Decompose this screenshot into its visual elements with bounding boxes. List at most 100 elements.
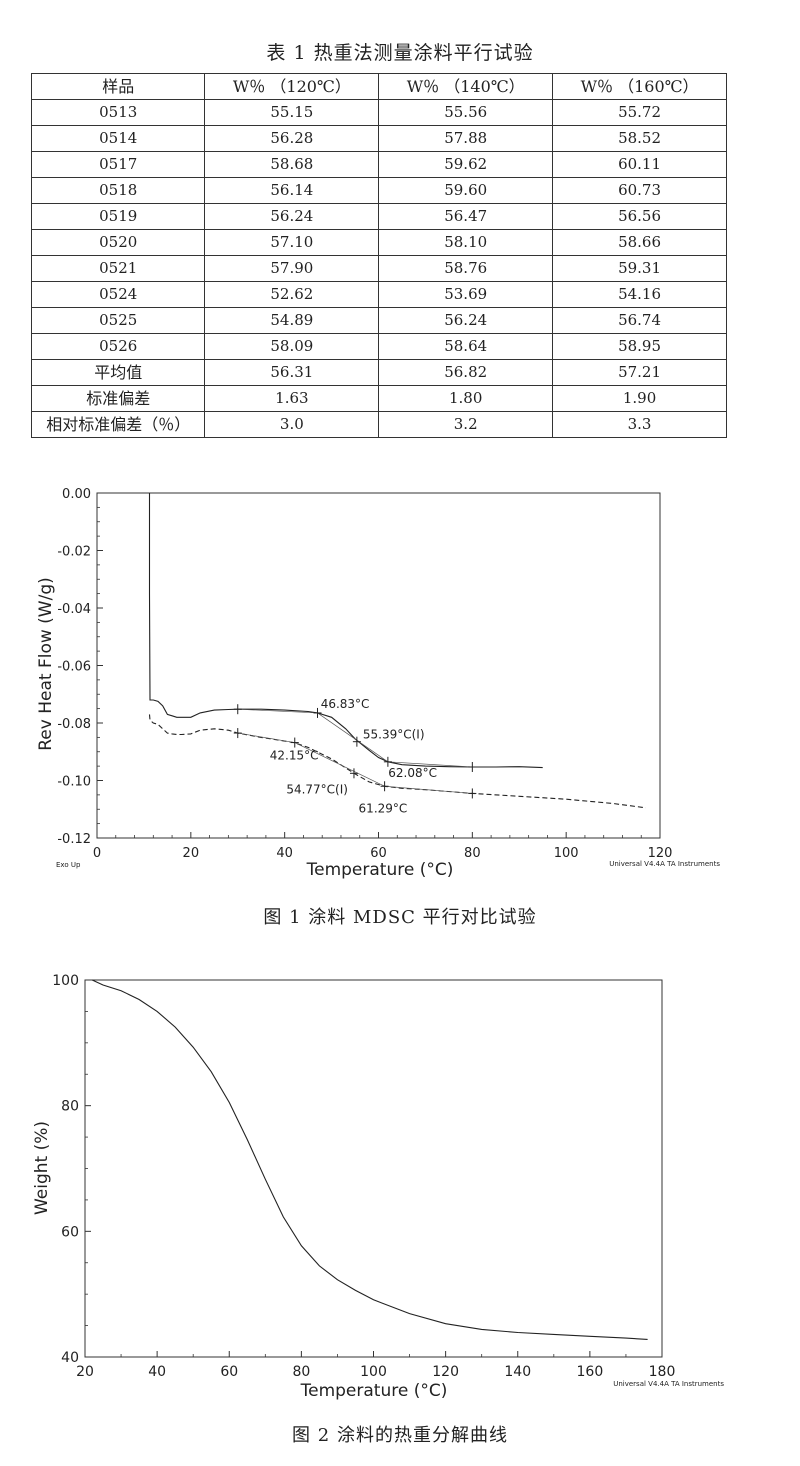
- table-cell-value: 1.63: [204, 385, 380, 412]
- tangent-line: [237, 732, 295, 743]
- table-row: 0513 55.15 55.56 55.72: [30, 99, 727, 126]
- table-cell-value: 1.80: [378, 385, 554, 412]
- table-body: 0513 55.15 55.56 55.72 0514 56.28 57.88 58.52 05…: [30, 99, 727, 438]
- table-cell-sample: 0513: [30, 99, 206, 126]
- table-cell-sample: 0514: [30, 125, 206, 152]
- table-row: 平均值 56.31 56.82 57.21: [30, 359, 727, 386]
- y-tick-label: 60: [61, 1224, 79, 1240]
- header-w140: W％ （140℃）: [378, 73, 554, 100]
- x-tick-label: 80: [464, 846, 481, 861]
- table-cell-sample: 0517: [30, 151, 206, 178]
- table-cell-value: 57.10: [204, 229, 380, 256]
- tga-x-axis-label: Temperature (°C): [300, 1381, 448, 1401]
- annotation-label: 61.29°C: [359, 801, 408, 815]
- mdsc-y-axis-label: Rev Heat Flow (W/g): [36, 577, 56, 751]
- table-cell-value: 56.24: [204, 203, 380, 230]
- table-row: 标准偏差 1.63 1.80 1.90: [30, 385, 727, 412]
- y-tick-label: -0.06: [57, 660, 91, 675]
- x-tick-label: 120: [432, 1364, 459, 1380]
- table-cell-value: 57.88: [378, 125, 554, 152]
- table-cell-value: 58.68: [204, 151, 380, 178]
- table-cell-sample: 0518: [30, 177, 206, 204]
- table-cell-value: 54.16: [552, 281, 727, 308]
- table-cell-sample: 相对标准偏差（％）: [30, 411, 206, 438]
- table-cell-value: 3.3: [552, 411, 727, 438]
- table-row: 0526 58.09 58.64 58.95: [30, 333, 727, 360]
- x-tick-label: 100: [360, 1364, 387, 1380]
- table-row: 0520 57.10 58.10 58.66: [30, 229, 727, 256]
- table-cell-value: 57.90: [204, 255, 380, 282]
- table-cell-value: 57.21: [552, 359, 727, 386]
- y-tick-label: 0.00: [62, 487, 91, 502]
- tangent-line: [317, 712, 389, 763]
- mdsc-exo-label: Exo Up: [56, 861, 81, 869]
- figure1-caption: 图 1 涂料 MDSC 平行对比试验: [263, 907, 537, 928]
- table-cell-value: 56.28: [204, 125, 380, 152]
- table-cell-sample: 标准偏差: [30, 385, 206, 412]
- y-tick-label: 80: [61, 1099, 79, 1115]
- x-tick-label: 120: [648, 846, 673, 861]
- header-w160: W％ （160℃）: [552, 73, 727, 100]
- table-cell-value: 59.60: [378, 177, 554, 204]
- table-cell-value: 3.2: [378, 411, 554, 438]
- table-row: 0519 56.24 56.47 56.56: [30, 203, 727, 230]
- table-cell-value: 56.82: [378, 359, 554, 386]
- table-row: 0524 52.62 53.69 54.16: [30, 281, 727, 308]
- table-cell-sample: 0525: [30, 307, 206, 334]
- x-tick-label: 140: [504, 1364, 531, 1380]
- header-sample: 样品: [30, 73, 206, 100]
- y-tick-label: -0.12: [57, 832, 91, 847]
- header-w120: W％ （120℃）: [204, 73, 380, 100]
- x-tick-label: 40: [148, 1364, 166, 1380]
- x-tick-label: 40: [276, 846, 293, 861]
- x-tick-label: 0: [93, 846, 101, 861]
- mdsc-software-label: Universal V4.4A TA Instruments: [609, 860, 720, 868]
- table-cell-value: 3.0: [204, 411, 380, 438]
- x-tick-label: 60: [370, 846, 387, 861]
- table-cell-value: 53.69: [378, 281, 554, 308]
- table-cell-value: 56.24: [378, 307, 554, 334]
- plot-frame: [96, 492, 661, 839]
- table-cell-value: 60.11: [552, 151, 727, 178]
- annotation-label: 54.77°C(I): [286, 782, 348, 796]
- mdsc-chart: 0 20 40 60 80 100 120 0.00 -0.02 -0.04 -0.06 -0.08 -…: [36, 487, 720, 880]
- y-tick-label: -0.02: [57, 545, 91, 560]
- annotation-label: 55.39°C(I): [363, 728, 425, 742]
- tangent-line: [387, 761, 473, 768]
- table-cell-value: 56.74: [552, 307, 727, 334]
- table-cell-value: 55.15: [204, 99, 380, 126]
- figure2-caption: 图 2 涂料的热重分解曲线: [292, 1425, 508, 1446]
- table-cell-value: 59.62: [378, 151, 554, 178]
- table-cell-value: 58.64: [378, 333, 554, 360]
- table-cell-value: 58.95: [552, 333, 727, 360]
- table-cell-sample: 0524: [30, 281, 206, 308]
- tga-software-label: Universal V4.4A TA Instruments: [613, 1380, 724, 1388]
- series-line-solid: [148, 493, 543, 769]
- table-cell-sample: 平均值: [30, 359, 206, 386]
- table-cell-value: 60.73: [552, 177, 727, 204]
- annotation-label: 46.83°C: [321, 697, 370, 711]
- series-line-solid: [91, 979, 648, 1340]
- y-tick-label: 40: [61, 1350, 79, 1366]
- table-cell-value: 58.10: [378, 229, 554, 256]
- x-tick-label: 160: [577, 1364, 604, 1380]
- table-cell-value: 56.31: [204, 359, 380, 386]
- annotation-label: 42.15°C: [270, 749, 319, 763]
- table-cell-value: 58.76: [378, 255, 554, 282]
- table-row: 相对标准偏差（％） 3.0 3.2 3.3: [30, 411, 727, 438]
- x-tick-label: 80: [292, 1364, 310, 1380]
- table-cell-value: 59.31: [552, 255, 727, 282]
- plot-frame: [84, 979, 663, 1358]
- table-cell-sample: 0520: [30, 229, 206, 256]
- table-cell-value: 58.52: [552, 125, 727, 152]
- tangent-line: [237, 708, 318, 714]
- tangent-line: [294, 742, 385, 787]
- mdsc-x-axis-label: Temperature (°C): [306, 860, 454, 880]
- y-tick-label: -0.04: [57, 602, 91, 617]
- tangent-line: [384, 785, 473, 794]
- table-cell-value: 52.62: [204, 281, 380, 308]
- table-header-row: 样品 W％ （120℃） W％ （140℃） W％ （160℃）: [30, 73, 727, 100]
- table-cell-value: 56.14: [204, 177, 380, 204]
- table-cell-sample: 0521: [30, 255, 206, 282]
